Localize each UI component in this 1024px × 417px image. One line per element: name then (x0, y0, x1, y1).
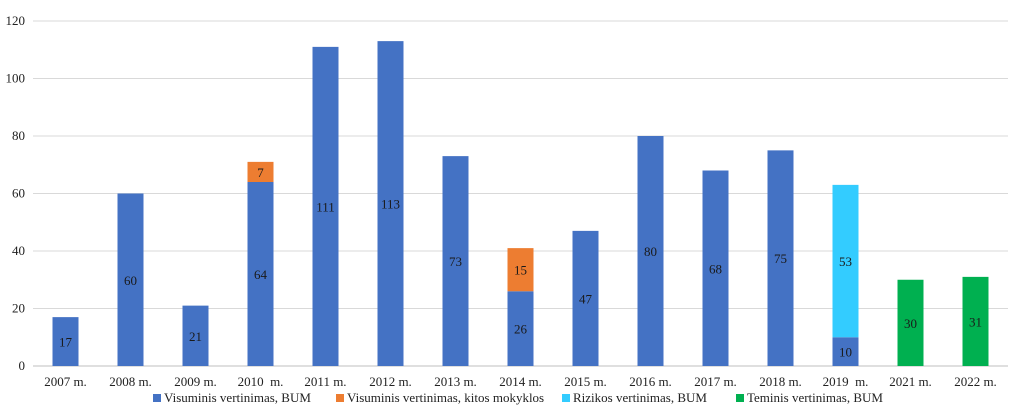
legend-swatch (562, 394, 570, 402)
x-tick-label: 2019 m. (823, 374, 869, 389)
bar-12-series-1 (767, 150, 794, 366)
data-label: 73 (449, 254, 462, 269)
x-tick-label: 2014 m. (499, 374, 542, 389)
data-label: 10 (839, 345, 852, 360)
y-tick-label: 60 (12, 186, 25, 201)
data-label: 7 (257, 165, 264, 180)
x-tick-label: 2021 m. (889, 374, 932, 389)
bar-4-series-1 (247, 182, 274, 366)
bar-4-series-2 (247, 161, 274, 182)
bar-11-series-1 (702, 170, 729, 366)
data-label: 26 (514, 322, 528, 337)
bar-9-series-1 (572, 230, 599, 366)
y-tick-label: 20 (12, 301, 25, 316)
bar-2-series-1 (117, 193, 144, 366)
data-label: 17 (59, 335, 73, 350)
bar-3-series-1 (182, 305, 209, 366)
y-tick-label: 120 (6, 13, 26, 28)
data-labels: 17 60 21 64 7 111 113 73 26 15 47 80 68 75 10 53 30 31 (59, 165, 982, 360)
x-tick-label: 2007 m. (44, 374, 87, 389)
bar-15-series-4 (962, 276, 989, 366)
bar-13-series-1 (832, 337, 859, 366)
x-tick-label: 2022 m. (954, 374, 997, 389)
bar-8-series-2 (507, 248, 534, 292)
legend-label: Visuminis vertinimas, kitos mokyklos (347, 390, 544, 405)
data-label: 31 (969, 314, 982, 329)
data-label: 21 (189, 329, 202, 344)
legend-swatch (336, 394, 344, 402)
data-label: 30 (904, 316, 917, 331)
data-label: 15 (514, 263, 527, 278)
y-tick-label: 100 (6, 71, 26, 86)
bar-13-series-3 (832, 184, 859, 338)
legend-label: Teminis vertinimas, BUM (747, 390, 883, 405)
legend: Visuminis vertinimas, BUM Visuminis verti… (153, 390, 883, 405)
x-tick-label: 2013 m. (434, 374, 477, 389)
data-label: 68 (709, 261, 722, 276)
legend-swatch (153, 394, 161, 402)
y-tick-label: 40 (12, 243, 25, 258)
x-tick-label: 2018 m. (759, 374, 802, 389)
x-tick-label: 2016 m. (629, 374, 672, 389)
x-axis-ticks: 2007 m. 2008 m. 2009 m. 2010 m. 2011 m. 2012 … (44, 374, 997, 389)
bar-10-series-1 (637, 136, 664, 366)
data-label: 47 (579, 291, 593, 306)
bar-7-series-1 (442, 156, 469, 366)
data-label: 111 (316, 199, 335, 214)
y-tick-label: 0 (19, 358, 26, 373)
x-tick-label: 2012 m. (369, 374, 412, 389)
data-label: 80 (644, 244, 657, 259)
bars (52, 41, 989, 366)
bar-1-series-1 (52, 317, 79, 366)
bar-6-series-1 (377, 41, 404, 366)
x-tick-label: 2008 m. (109, 374, 152, 389)
x-tick-label: 2009 m. (174, 374, 217, 389)
x-tick-label: 2017 m. (694, 374, 737, 389)
data-label: 64 (254, 267, 268, 282)
legend-label: Rizikos vertinimas, BUM (573, 390, 707, 405)
legend-label: Visuminis vertinimas, BUM (164, 390, 311, 405)
x-tick-label: 2011 m. (304, 374, 346, 389)
bar-5-series-1 (312, 46, 339, 366)
data-label: 113 (381, 197, 400, 212)
data-label: 75 (774, 251, 787, 266)
data-label: 53 (839, 254, 852, 269)
legend-swatch (736, 394, 744, 402)
bar-14-series-4 (897, 279, 924, 366)
y-tick-label: 80 (12, 128, 25, 143)
y-axis-ticks: 0 20 40 60 80 100 120 (6, 13, 26, 373)
x-tick-label: 2015 m. (564, 374, 607, 389)
bar-8-series-1 (507, 291, 534, 366)
data-label: 60 (124, 273, 137, 288)
x-tick-label: 2010 m. (238, 374, 284, 389)
